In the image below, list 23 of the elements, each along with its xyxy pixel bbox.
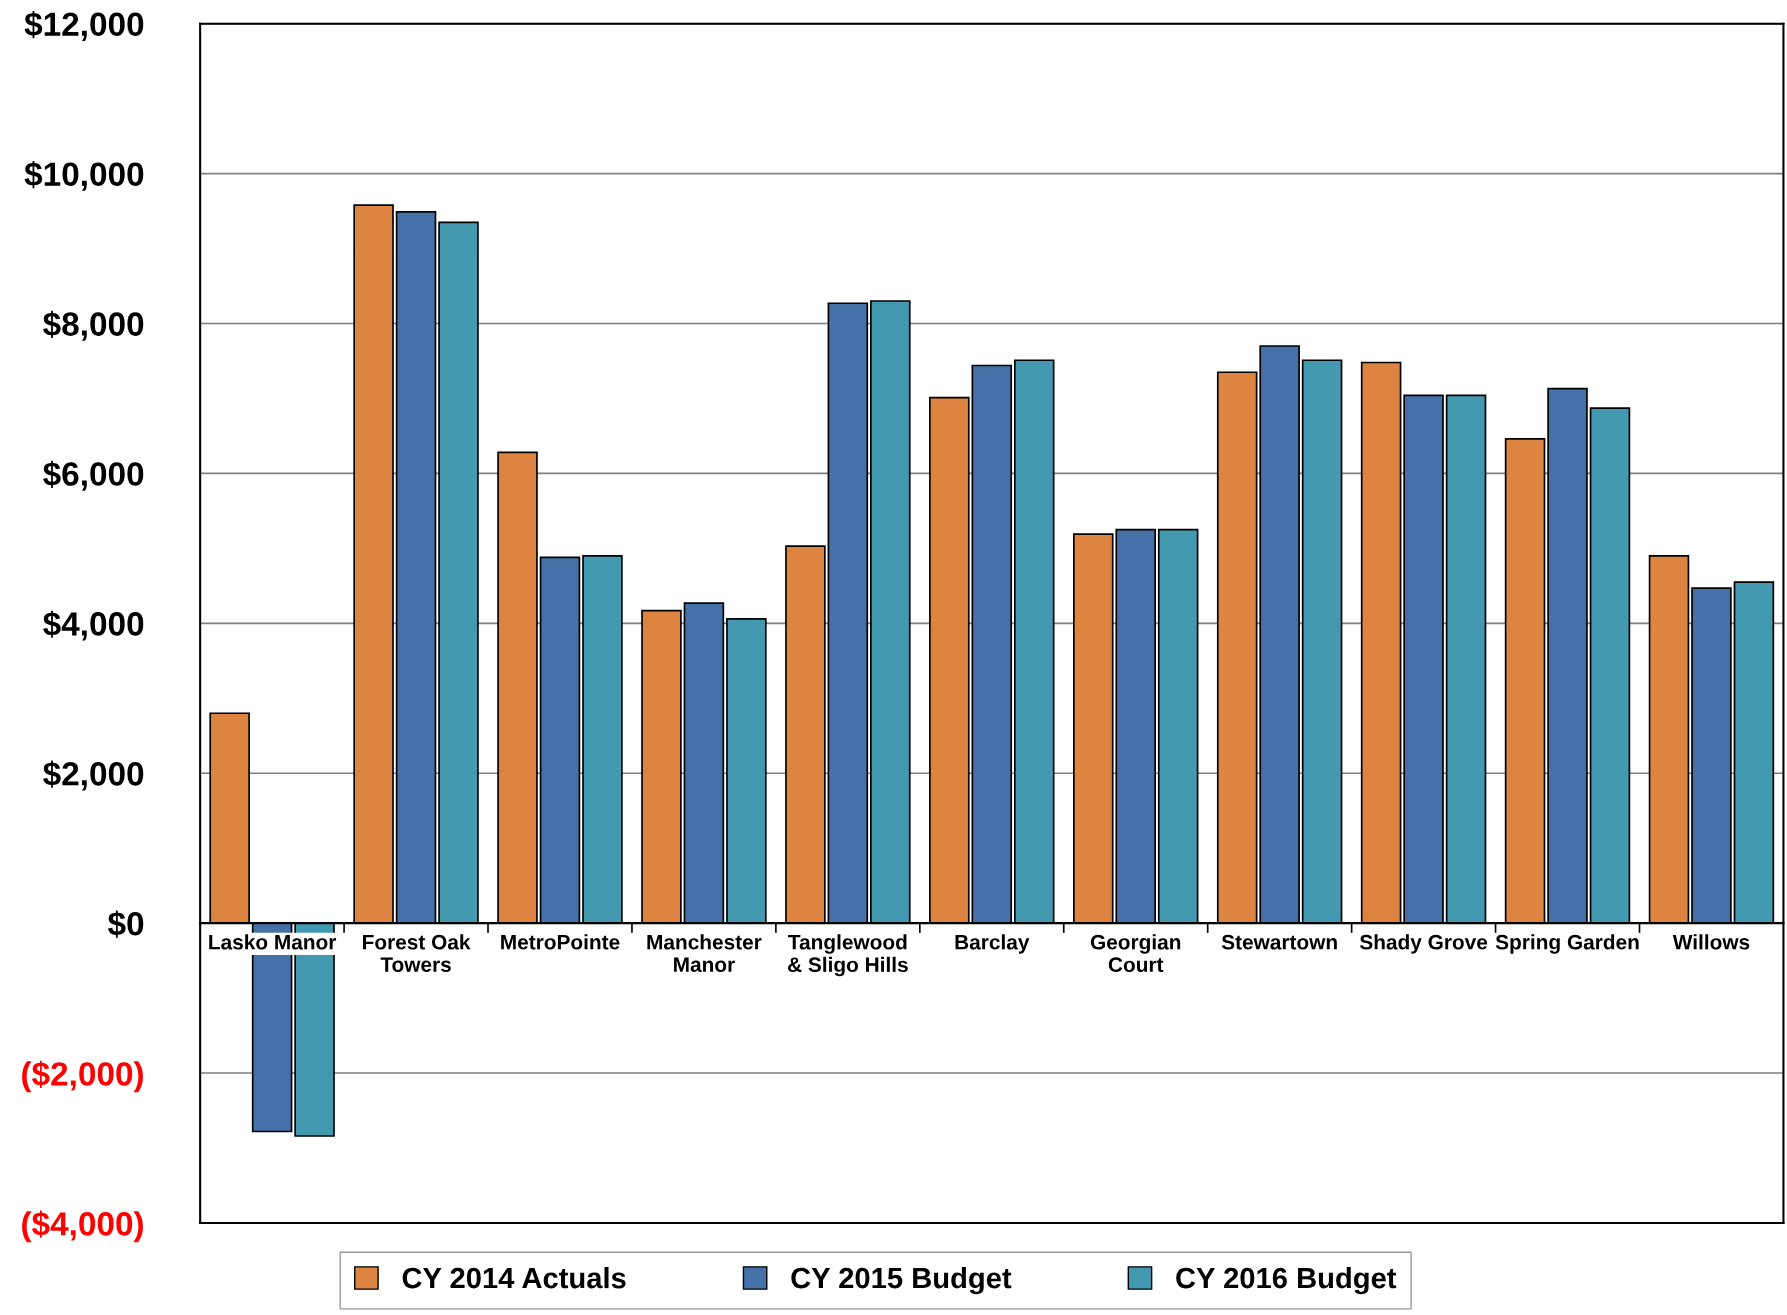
x-tick-label: Barclay: [955, 934, 1030, 954]
legend-label: CY 2014 Actuals: [402, 1266, 626, 1289]
y-tick-label: $8,000: [43, 310, 144, 341]
y-tick-label: $6,000: [43, 460, 144, 491]
x-tick-label: Spring Garden: [1495, 934, 1639, 954]
x-tick-label: MetroPointe: [501, 934, 620, 950]
x-tick-label: Stewartown: [1221, 934, 1337, 950]
legend-label: CY 2016 Budget: [1176, 1266, 1397, 1295]
y-tick-label: ($2,000): [22, 1060, 143, 1093]
y-tick-label: $12,000: [24, 11, 144, 41]
legend-label: CY 2015 Budget: [791, 1266, 1012, 1295]
x-tick-label: Tanglewood & Sligo Hills: [788, 934, 908, 977]
y-tick-label: $10,000: [24, 160, 144, 191]
x-tick-label: Georgian Court: [1090, 934, 1181, 973]
y-tick-label: ($4,000): [22, 1210, 143, 1243]
y-tick-label: $2,000: [43, 760, 144, 791]
y-tick-label: $0: [107, 910, 144, 938]
x-tick-label: Shady Grove: [1359, 934, 1488, 954]
x-tick-label: Lasko Manor: [209, 934, 337, 950]
x-tick-label: Forest Oak Towers: [363, 934, 471, 972]
x-tick-label: Manchester Manor: [647, 934, 762, 972]
x-tick-label: Willows: [1672, 934, 1750, 950]
y-tick-label: $4,000: [43, 610, 144, 641]
